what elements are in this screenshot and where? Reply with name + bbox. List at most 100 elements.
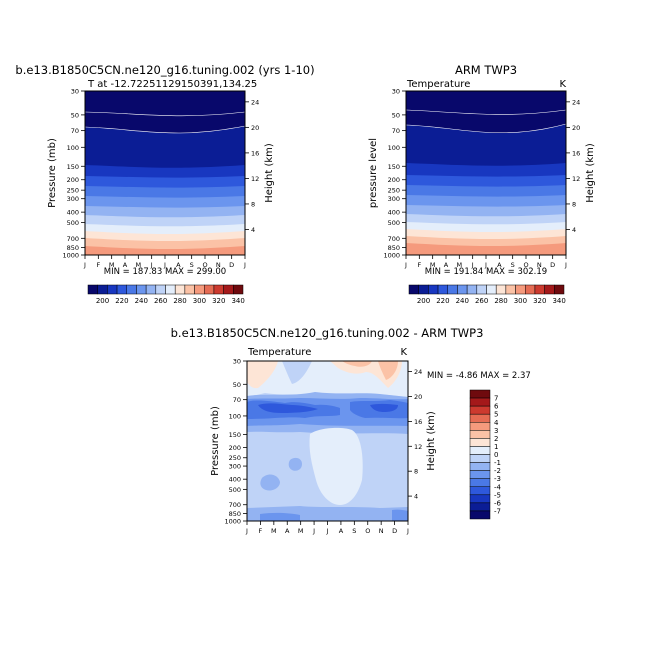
colorbar-label: 7 (494, 395, 498, 403)
colorbar-label: 200 (417, 297, 430, 305)
y-tick-label: 100 (388, 144, 400, 152)
x-tick-label: A (497, 261, 502, 269)
colorbar-swatch (223, 284, 234, 295)
y2-tick-label: 20 (251, 124, 259, 132)
x-tick-label: J (471, 261, 474, 269)
colorbar-swatch (437, 284, 448, 295)
y-tick-label: 700 (388, 235, 400, 243)
colorbar-swatch (408, 284, 419, 295)
panel-difference-axes: J F M A M J J A S O N D J305070100150200250300400500… (224, 358, 422, 536)
y2-tick-label: 20 (572, 124, 580, 132)
colorbar-swatch (534, 284, 545, 295)
colorbar-label: 200 (96, 297, 109, 305)
panel-observation-stats: MIN = 191.84 MAX = 302.19 (425, 267, 547, 277)
colorbar-label: 240 (135, 297, 148, 305)
panel-difference-title: b.e13.B1850C5CN.ne120_g16.tuning.002 - A… (171, 326, 484, 340)
colorbar-swatch (469, 494, 491, 504)
colorbar-swatch (469, 438, 491, 447)
colorbar-swatch (126, 284, 137, 295)
colorbar-swatch (155, 284, 166, 295)
panel-model-colorbar: 200 220 240 260 280 300 320 340 (87, 284, 245, 305)
colorbar-swatch (525, 284, 536, 295)
y-tick-label: 250 (229, 454, 241, 462)
x-tick-label: M (457, 261, 463, 269)
y2-tick-label: 20 (414, 393, 422, 401)
panel-model-ylabel: Pressure (mb) (47, 138, 58, 208)
colorbar-swatch (174, 284, 186, 295)
y-tick-label: 150 (388, 163, 400, 171)
colorbar-label: 340 (552, 297, 565, 305)
panel-observation-y2label: Height (km) (585, 143, 596, 203)
colorbar-swatch (469, 389, 491, 399)
y-tick-label: 150 (229, 431, 241, 439)
x-tick-label: F (259, 527, 263, 535)
x-tick-label: O (523, 261, 528, 269)
y2-tick-label: 12 (414, 443, 422, 451)
y-tick-label: 300 (67, 195, 79, 203)
panel-difference-ylabel: Pressure (mb) (210, 406, 221, 476)
x-tick-label: J (326, 527, 329, 535)
x-tick-label: F (96, 261, 100, 269)
panel-difference-field (247, 361, 408, 521)
y2-tick-label: 16 (572, 149, 580, 157)
colorbar-label: -6 (494, 499, 502, 507)
y-tick-label: 1000 (62, 252, 79, 260)
colorbar-swatch (469, 470, 491, 479)
x-tick-label: A (339, 527, 344, 535)
colorbar-swatch (447, 284, 458, 295)
colorbar-swatch (87, 284, 98, 295)
x-tick-label: M (109, 261, 115, 269)
panel-difference-stats: MIN = -4.86 MAX = 2.37 (427, 371, 531, 381)
colorbar-swatch (165, 284, 176, 295)
x-tick-label: J (243, 261, 246, 269)
colorbar-swatch (469, 478, 491, 487)
x-tick-label: J (484, 261, 487, 269)
colorbar-swatch (544, 284, 555, 295)
colorbar-label: -7 (494, 507, 501, 515)
colorbar-swatch (457, 284, 468, 295)
y-tick-label: 200 (388, 176, 400, 184)
panel-observation-title: ARM TWP3 (455, 63, 517, 77)
y-tick-label: 50 (392, 111, 400, 119)
colorbar-label: 280 (173, 297, 186, 305)
panel-model-field (85, 91, 245, 255)
x-tick-label: J (312, 527, 315, 535)
x-tick-label: O (202, 261, 207, 269)
colorbar-swatch (515, 284, 526, 295)
y2-tick-label: 4 (414, 493, 418, 501)
y-tick-label: 500 (67, 219, 79, 227)
colorbar-label: 300 (514, 297, 527, 305)
y-tick-label: 1000 (383, 252, 400, 260)
colorbar-swatch (469, 462, 491, 471)
y-tick-label: 300 (388, 195, 400, 203)
colorbar-label: -3 (494, 475, 501, 483)
panel-difference-right-label: K (400, 347, 407, 358)
x-tick-label: J (406, 527, 409, 535)
panel-model-y2label: Height (km) (264, 143, 275, 203)
panel-model-subtitle: T at -12.72251129150391,134.25 (87, 79, 257, 90)
y-tick-label: 250 (388, 187, 400, 195)
x-tick-label: F (417, 261, 421, 269)
colorbar-swatch (469, 486, 491, 496)
colorbar-swatch (554, 284, 565, 295)
y2-tick-label: 16 (251, 149, 259, 157)
colorbar-label: 240 (456, 297, 469, 305)
x-tick-label: J (245, 527, 248, 535)
y-tick-label: 1000 (224, 518, 241, 526)
y2-tick-label: 12 (572, 175, 580, 183)
y-tick-label: 850 (229, 510, 241, 518)
colorbar-swatch (476, 284, 487, 295)
colorbar-label: -5 (494, 491, 501, 499)
x-tick-label: N (216, 261, 221, 269)
colorbar-swatch (469, 502, 491, 512)
y-tick-label: 500 (388, 219, 400, 227)
x-tick-label: J (163, 261, 166, 269)
y-tick-label: 100 (67, 144, 79, 152)
panel-model-title: b.e13.B1850C5CN.ne120_g16.tuning.002 (yr… (15, 63, 314, 77)
colorbar-label: 1 (494, 443, 498, 451)
y2-tick-label: 12 (251, 175, 259, 183)
x-tick-label: D (392, 527, 397, 535)
panel-observation: ARM TWP3 Temperature K pressure level He… (368, 63, 596, 305)
x-tick-label: N (379, 527, 384, 535)
